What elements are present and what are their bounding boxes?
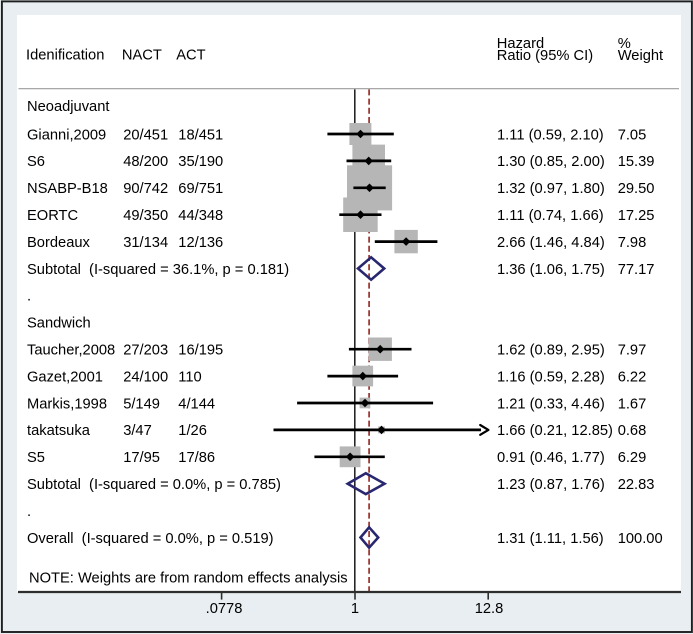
- svg-text:Overall (I-squared = 0.0%, p: Overall (I-squared = 0.0%, p = 0.519): [27, 531, 274, 547]
- svg-text:NSABP-B18: NSABP-B18: [27, 181, 108, 197]
- svg-text:1.32 (0.97, 1.80): 1.32 (0.97, 1.80): [497, 181, 605, 197]
- svg-text:Neoadjuvant: Neoadjuvant: [27, 99, 109, 115]
- svg-text:6.29: 6.29: [618, 450, 647, 466]
- svg-text:100.00: 100.00: [618, 531, 663, 547]
- svg-text:.: .: [27, 289, 31, 305]
- svg-text:7.05: 7.05: [618, 127, 647, 143]
- svg-text:1/26: 1/26: [178, 423, 207, 439]
- svg-text:0.91 (0.46, 1.77): 0.91 (0.46, 1.77): [497, 450, 605, 466]
- svg-text:18/451: 18/451: [178, 127, 223, 143]
- svg-text:Gianni,2009: Gianni,2009: [27, 127, 106, 143]
- svg-text:17/95: 17/95: [123, 450, 160, 466]
- svg-text:1.21 (0.33, 4.46): 1.21 (0.33, 4.46): [497, 396, 605, 412]
- svg-text:29.50: 29.50: [618, 181, 655, 197]
- svg-text:1.62 (0.89, 2.95): 1.62 (0.89, 2.95): [497, 343, 605, 359]
- svg-text:0.68: 0.68: [618, 423, 647, 439]
- svg-text:Hazard: Hazard: [497, 36, 544, 52]
- svg-text:1.11 (0.74, 1.66): 1.11 (0.74, 1.66): [497, 208, 604, 224]
- svg-text:12.8: 12.8: [475, 601, 504, 617]
- svg-text:1.30 (0.85, 2.00): 1.30 (0.85, 2.00): [497, 154, 605, 170]
- svg-text:16/195: 16/195: [178, 343, 223, 359]
- svg-text:110: 110: [178, 369, 201, 385]
- svg-text:7.97: 7.97: [618, 343, 647, 359]
- svg-text:Gazet,2001: Gazet,2001: [27, 369, 103, 385]
- svg-text:S5: S5: [27, 450, 45, 466]
- svg-text:22.83: 22.83: [618, 477, 655, 493]
- svg-text:6.22: 6.22: [618, 369, 647, 385]
- svg-text:NOTE: Weights are from random: NOTE: Weights are from random effects an…: [29, 570, 348, 586]
- svg-text:15.39: 15.39: [618, 154, 655, 170]
- svg-text:Markis,1998: Markis,1998: [27, 396, 107, 412]
- svg-text:.: .: [27, 504, 31, 520]
- svg-text:Bordeaux: Bordeaux: [27, 235, 91, 251]
- svg-text:NACT: NACT: [122, 47, 162, 63]
- svg-text:1.66 (0.21, 12.85): 1.66 (0.21, 12.85): [497, 423, 613, 439]
- svg-text:27/203: 27/203: [123, 343, 168, 359]
- svg-text:Taucher,2008: Taucher,2008: [27, 343, 115, 359]
- svg-text:S6: S6: [27, 154, 45, 170]
- svg-text:takatsuka: takatsuka: [27, 423, 91, 439]
- svg-text:Idenification: Idenification: [26, 47, 104, 63]
- svg-text:ACT: ACT: [176, 47, 205, 63]
- svg-text:%: %: [618, 36, 631, 52]
- svg-text:1.16 (0.59, 2.28): 1.16 (0.59, 2.28): [497, 369, 605, 385]
- svg-text:77.17: 77.17: [618, 262, 655, 278]
- svg-text:12/136: 12/136: [178, 235, 223, 251]
- svg-text:Weight: Weight: [618, 48, 663, 64]
- svg-text:17/86: 17/86: [178, 450, 215, 466]
- svg-text:Sandwich: Sandwich: [27, 316, 91, 332]
- svg-text:31/134: 31/134: [123, 235, 168, 251]
- svg-text:Subtotal (I-squared = 0.0%, p: Subtotal (I-squared = 0.0%, p = 0.785): [27, 477, 281, 493]
- svg-text:.0778: .0778: [206, 601, 243, 617]
- svg-text:1.31 (1.11, 1.56): 1.31 (1.11, 1.56): [497, 531, 604, 547]
- svg-text:35/190: 35/190: [178, 154, 223, 170]
- svg-text:1.36 (1.06, 1.75): 1.36 (1.06, 1.75): [497, 262, 605, 278]
- svg-text:7.98: 7.98: [618, 235, 647, 251]
- svg-text:4/144: 4/144: [178, 396, 215, 412]
- svg-text:17.25: 17.25: [618, 208, 655, 224]
- svg-text:5/149: 5/149: [123, 396, 160, 412]
- svg-text:1.23 (0.87, 1.76): 1.23 (0.87, 1.76): [497, 477, 605, 493]
- svg-text:90/742: 90/742: [123, 181, 168, 197]
- svg-text:3/47: 3/47: [123, 423, 152, 439]
- svg-text:24/100: 24/100: [123, 369, 168, 385]
- svg-text:Subtotal (I-squared = 36.1%,: Subtotal (I-squared = 36.1%, p = 0.181): [27, 262, 289, 278]
- svg-text:44/348: 44/348: [178, 208, 223, 224]
- svg-text:Ratio (95% CI): Ratio (95% CI): [497, 48, 593, 64]
- svg-text:1: 1: [351, 601, 359, 617]
- svg-text:1.11 (0.59, 2.10): 1.11 (0.59, 2.10): [497, 127, 604, 143]
- svg-text:49/350: 49/350: [123, 208, 168, 224]
- svg-text:48/200: 48/200: [123, 154, 168, 170]
- svg-text:2.66 (1.46, 4.84): 2.66 (1.46, 4.84): [497, 235, 605, 251]
- svg-text:69/751: 69/751: [178, 181, 223, 197]
- svg-text:20/451: 20/451: [123, 127, 168, 143]
- svg-text:1.67: 1.67: [618, 396, 647, 412]
- svg-text:EORTC: EORTC: [27, 208, 79, 224]
